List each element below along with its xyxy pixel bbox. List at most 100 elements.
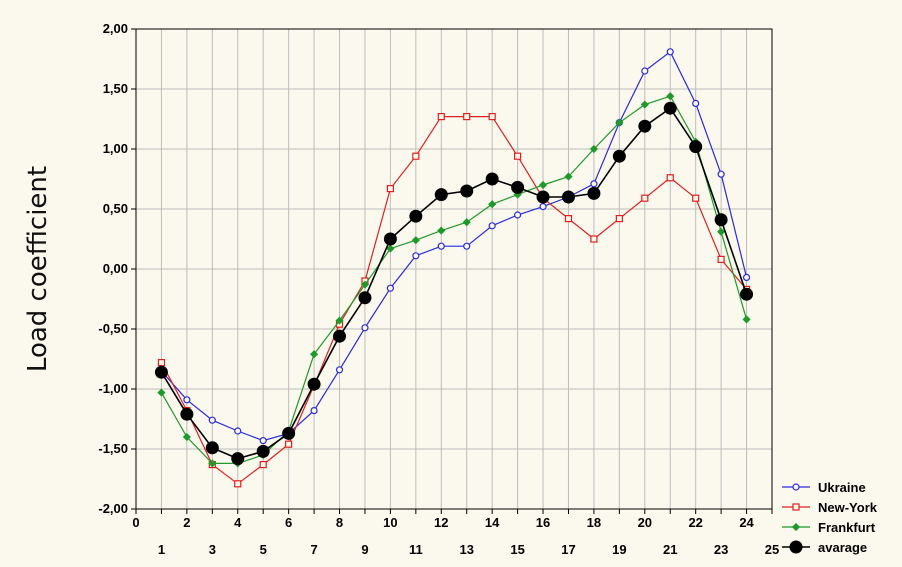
- data-point: [183, 396, 191, 404]
- data-point: [386, 244, 395, 253]
- x-tick-label: 12: [434, 515, 448, 530]
- data-point: [335, 366, 344, 374]
- data-point: [259, 461, 267, 469]
- y-axis-label: Load coefficient: [23, 166, 53, 372]
- legend-swatch-marker: [789, 540, 803, 554]
- data-point: [590, 235, 598, 243]
- data-point: [742, 273, 751, 281]
- x-tick-label: 10: [383, 515, 397, 530]
- x-tick-label: 22: [688, 515, 702, 530]
- legend-item: New-York: [782, 500, 878, 515]
- data-point: [488, 222, 496, 230]
- legend-item: avarage: [782, 540, 867, 555]
- data-point: [564, 172, 573, 181]
- data-point: [539, 203, 547, 211]
- data-point: [231, 452, 245, 466]
- series-new-york: [157, 112, 751, 488]
- legend-swatch-marker: [791, 522, 801, 532]
- x-tick-label: 21: [663, 542, 677, 557]
- data-point: [157, 388, 166, 397]
- x-tick-label: 15: [510, 542, 524, 557]
- data-point: [360, 280, 370, 289]
- x-tick-label: 19: [612, 542, 626, 557]
- data-point: [589, 144, 598, 154]
- data-point: [740, 287, 754, 301]
- y-tick-label: -1,00: [98, 381, 128, 396]
- data-point: [742, 315, 751, 324]
- data-point: [561, 190, 575, 204]
- x-tick-label: 7: [310, 542, 317, 557]
- data-point: [285, 440, 293, 448]
- x-tick-label: 14: [485, 515, 500, 530]
- data-point: [692, 194, 700, 202]
- y-tick-label: 1,00: [103, 141, 128, 156]
- data-point: [564, 215, 573, 223]
- data-point: [386, 185, 394, 193]
- legend-label: Ukraine: [818, 480, 866, 495]
- data-point: [437, 112, 445, 121]
- x-tick-label: 6: [285, 515, 292, 530]
- data-point: [256, 444, 270, 458]
- y-tick-label: -2,00: [98, 501, 128, 516]
- data-point: [234, 427, 242, 435]
- data-point: [640, 100, 649, 109]
- data-point: [361, 324, 369, 332]
- legend-item: Ukraine: [782, 480, 866, 495]
- data-point: [513, 152, 522, 160]
- series-line: [160, 107, 748, 460]
- data-point: [485, 172, 499, 186]
- data-point: [714, 213, 728, 227]
- x-tick-label: 18: [587, 515, 601, 530]
- data-point: [513, 211, 522, 219]
- data-point: [182, 432, 191, 442]
- data-point: [488, 112, 496, 121]
- data-point: [511, 180, 525, 194]
- data-point: [587, 186, 601, 200]
- data-point: [437, 226, 446, 235]
- legend-swatch-marker: [792, 483, 800, 491]
- data-point: [434, 188, 448, 202]
- data-point: [310, 350, 319, 359]
- series-layer: [154, 48, 754, 488]
- y-tick-label: 2,00: [103, 21, 128, 36]
- data-point: [259, 437, 267, 445]
- data-point: [612, 149, 626, 163]
- gridlines: [136, 29, 772, 509]
- data-point: [307, 377, 321, 391]
- data-point: [180, 407, 194, 421]
- legend-item: Frankfurt: [782, 520, 876, 535]
- x-tick-label: 8: [336, 515, 343, 530]
- y-tick-label: -1,50: [98, 441, 128, 456]
- legend: Ukraine New-York Frankfurt avarage: [782, 480, 878, 555]
- data-point: [333, 329, 347, 343]
- data-point: [689, 140, 703, 154]
- data-point: [666, 92, 675, 101]
- x-tick-label: 20: [638, 515, 652, 530]
- data-point: [463, 112, 471, 121]
- y-tick-label: 0,00: [103, 261, 128, 276]
- axis-ticks: 2,00 1,50 1,00 0,50 0,00 -0,50 -1,00 -1,50 -2,00…: [98, 21, 779, 557]
- data-point: [282, 426, 296, 440]
- data-point: [412, 152, 420, 160]
- x-tick-label: 23: [714, 542, 728, 557]
- data-point: [208, 416, 216, 424]
- x-tick-label: 1: [158, 542, 165, 557]
- x-tick-label: 5: [260, 542, 267, 557]
- data-point: [488, 200, 497, 209]
- series-line: [160, 50, 748, 442]
- x-tick-label: 13: [459, 542, 473, 557]
- data-point: [666, 174, 674, 182]
- data-point: [692, 99, 700, 108]
- data-point: [460, 184, 474, 198]
- data-point: [154, 365, 168, 379]
- data-point: [536, 190, 550, 204]
- data-point: [412, 252, 420, 260]
- data-point: [358, 291, 372, 305]
- data-point: [538, 180, 548, 190]
- data-point: [335, 316, 344, 325]
- x-tick-label: 2: [183, 515, 190, 530]
- y-tick-label: 1,50: [103, 81, 128, 96]
- x-tick-label: 11: [409, 542, 423, 557]
- data-point: [615, 118, 624, 127]
